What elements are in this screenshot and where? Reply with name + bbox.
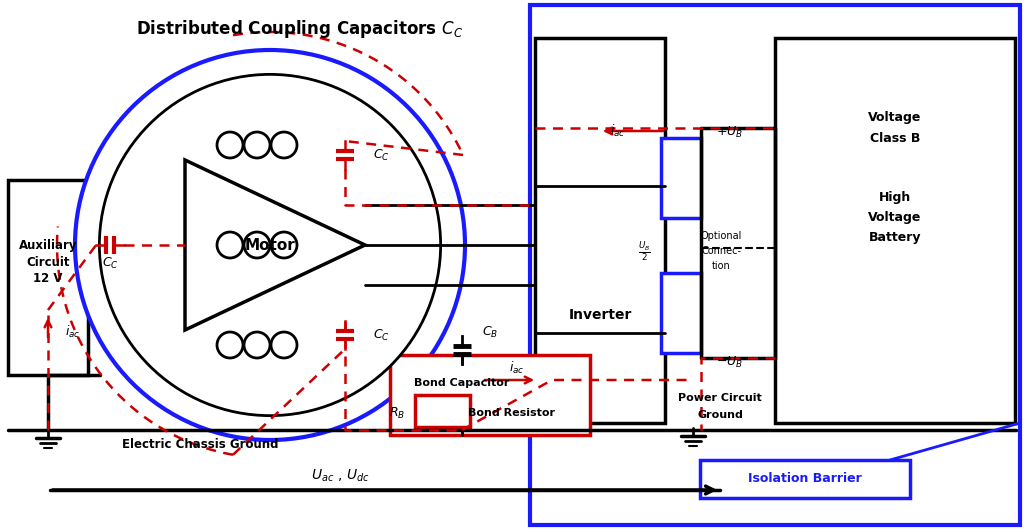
Text: $C_C$: $C_C$ xyxy=(101,255,119,271)
Text: $U_{ac}$ , $U_{dc}$: $U_{ac}$ , $U_{dc}$ xyxy=(310,468,370,484)
Circle shape xyxy=(271,232,297,258)
Text: Ground: Ground xyxy=(697,410,743,420)
Text: Isolation Barrier: Isolation Barrier xyxy=(749,473,862,485)
Text: $i_{ac}$: $i_{ac}$ xyxy=(65,324,81,340)
Bar xyxy=(775,38,1015,423)
Circle shape xyxy=(217,332,243,358)
Text: $C_B$: $C_B$ xyxy=(482,324,499,339)
Circle shape xyxy=(271,132,297,158)
Text: $C_C$: $C_C$ xyxy=(373,328,390,342)
Circle shape xyxy=(271,332,297,358)
Text: Auxiliary: Auxiliary xyxy=(18,238,77,252)
Text: Optional: Optional xyxy=(700,231,741,241)
Text: $i_{ac}$: $i_{ac}$ xyxy=(610,123,626,139)
Circle shape xyxy=(244,232,270,258)
Text: tion: tion xyxy=(712,261,730,271)
Text: Bond Capacitor: Bond Capacitor xyxy=(415,378,510,388)
Bar xyxy=(415,395,470,427)
Text: $\frac{U_B}{2}$: $\frac{U_B}{2}$ xyxy=(638,241,651,264)
Text: Circuit: Circuit xyxy=(27,255,70,269)
Polygon shape xyxy=(185,160,365,330)
Circle shape xyxy=(244,132,270,158)
Circle shape xyxy=(75,50,465,440)
Bar xyxy=(662,273,701,353)
Text: Inverter: Inverter xyxy=(568,308,632,322)
Text: $R_B$: $R_B$ xyxy=(389,406,406,421)
Bar xyxy=(700,460,910,498)
Circle shape xyxy=(99,74,440,416)
Bar xyxy=(8,180,88,375)
Bar xyxy=(535,38,665,423)
Text: $-U_B$: $-U_B$ xyxy=(716,355,743,370)
Text: Electric Chassis Ground: Electric Chassis Ground xyxy=(122,439,279,451)
Text: Battery: Battery xyxy=(868,232,922,244)
Circle shape xyxy=(244,332,270,358)
Circle shape xyxy=(217,132,243,158)
Text: Class B: Class B xyxy=(869,132,921,144)
Bar xyxy=(662,138,701,218)
Text: 12 V: 12 V xyxy=(33,272,62,286)
Text: Distributed Coupling Capacitors $C_C$: Distributed Coupling Capacitors $C_C$ xyxy=(136,18,464,40)
Text: Power Circuit: Power Circuit xyxy=(678,393,762,403)
Text: $i_{ac}$: $i_{ac}$ xyxy=(509,360,524,376)
Text: Voltage: Voltage xyxy=(868,211,922,225)
Circle shape xyxy=(217,232,243,258)
Bar xyxy=(530,5,1020,525)
Text: High: High xyxy=(879,192,911,204)
Text: Voltage: Voltage xyxy=(868,112,922,124)
Text: Motor: Motor xyxy=(245,237,295,253)
Text: $C_C$: $C_C$ xyxy=(373,148,390,162)
Text: $+U_B$: $+U_B$ xyxy=(716,124,743,140)
Bar xyxy=(390,355,590,435)
Text: Bond Resistor: Bond Resistor xyxy=(469,408,555,418)
Text: Connec-: Connec- xyxy=(701,246,741,256)
